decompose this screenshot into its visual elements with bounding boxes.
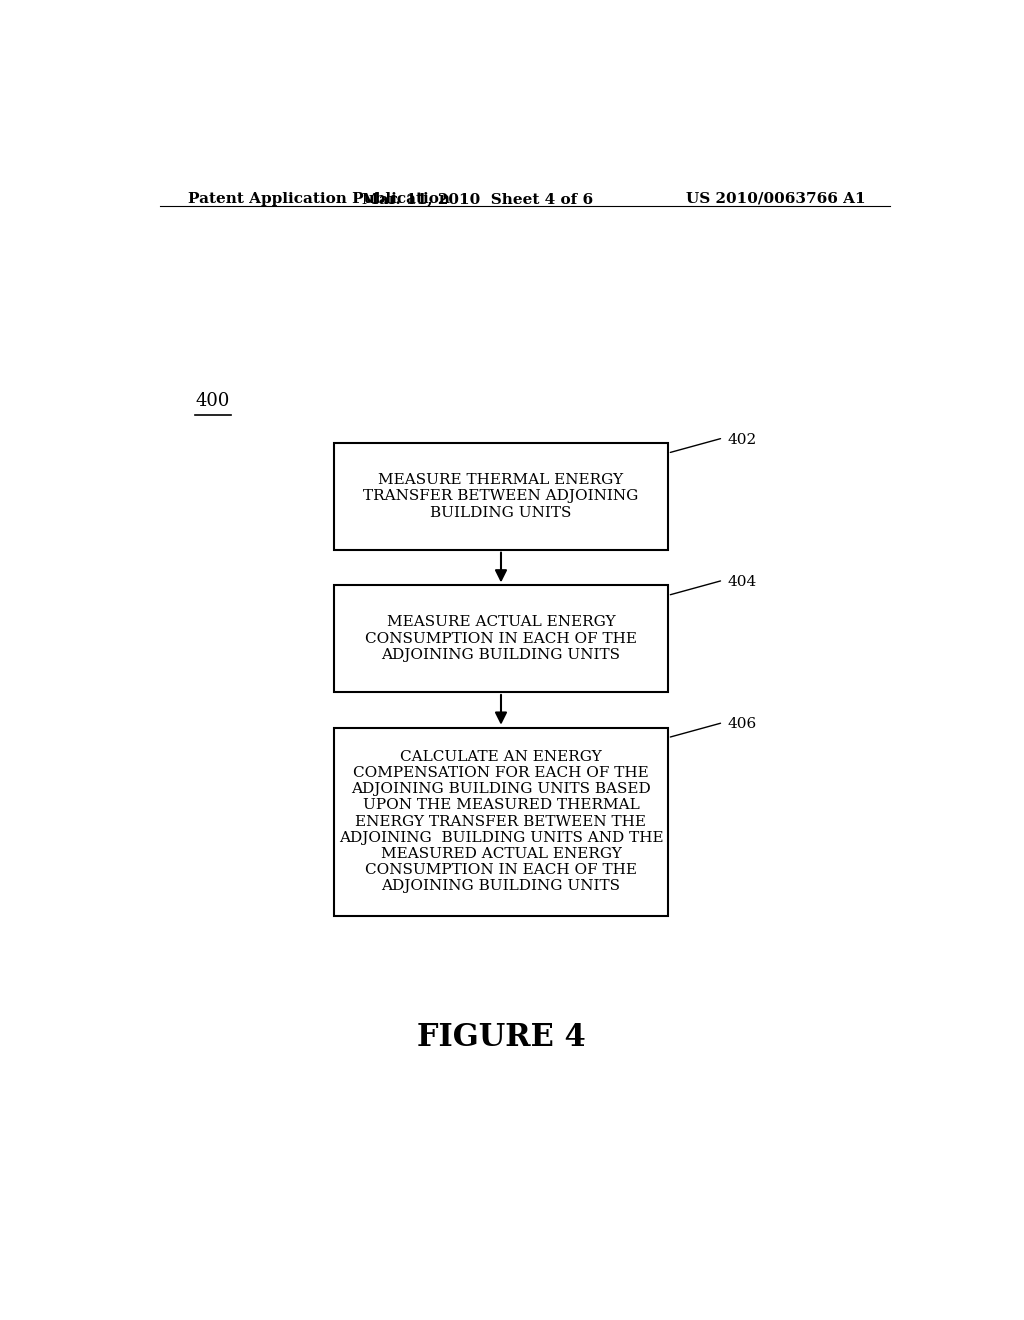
Text: MEASURE ACTUAL ENERGY
CONSUMPTION IN EACH OF THE
ADJOINING BUILDING UNITS: MEASURE ACTUAL ENERGY CONSUMPTION IN EAC… (365, 615, 637, 661)
FancyBboxPatch shape (334, 444, 668, 549)
Text: 406: 406 (727, 718, 757, 731)
Text: 400: 400 (196, 392, 229, 411)
Text: US 2010/0063766 A1: US 2010/0063766 A1 (686, 191, 866, 206)
FancyBboxPatch shape (334, 727, 668, 916)
Text: 402: 402 (727, 433, 757, 447)
Text: Patent Application Publication: Patent Application Publication (187, 191, 450, 206)
Text: CALCULATE AN ENERGY
COMPENSATION FOR EACH OF THE
ADJOINING BUILDING UNITS BASED
: CALCULATE AN ENERGY COMPENSATION FOR EAC… (339, 750, 664, 894)
Text: 404: 404 (727, 576, 757, 589)
Text: FIGURE 4: FIGURE 4 (417, 1022, 586, 1053)
FancyBboxPatch shape (334, 585, 668, 692)
Text: Mar. 11, 2010  Sheet 4 of 6: Mar. 11, 2010 Sheet 4 of 6 (361, 191, 593, 206)
Text: MEASURE THERMAL ENERGY
TRANSFER BETWEEN ADJOINING
BUILDING UNITS: MEASURE THERMAL ENERGY TRANSFER BETWEEN … (364, 473, 639, 520)
